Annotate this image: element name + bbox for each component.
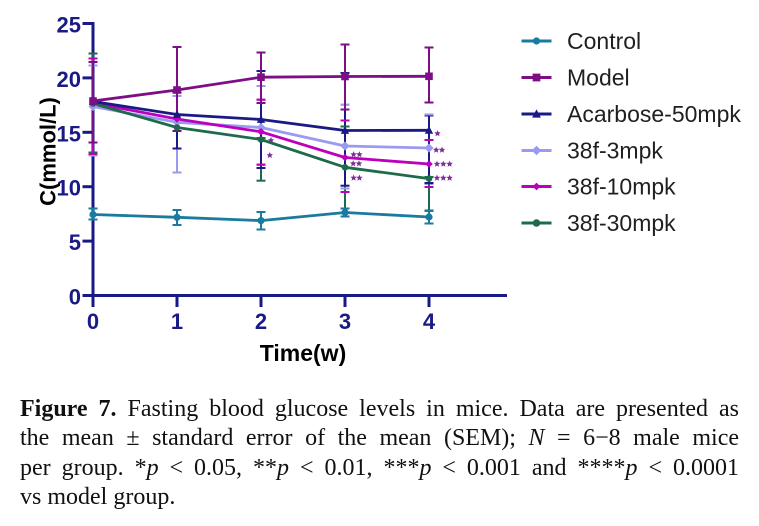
svg-text:0: 0 bbox=[69, 285, 81, 310]
svg-text:38f-30mpk: 38f-30mpk bbox=[567, 210, 676, 236]
svg-text:38f-3mpk: 38f-3mpk bbox=[567, 138, 663, 164]
svg-text:38f-10mpk: 38f-10mpk bbox=[567, 174, 676, 200]
svg-text:5: 5 bbox=[69, 230, 81, 255]
svg-text:2: 2 bbox=[255, 309, 267, 334]
svg-text:Acarbose-50mpk: Acarbose-50mpk bbox=[567, 101, 741, 127]
svg-text:10: 10 bbox=[57, 176, 81, 201]
svg-text:0: 0 bbox=[87, 309, 99, 334]
svg-text:C(mmol/L): C(mmol/L) bbox=[36, 97, 61, 206]
svg-text:20: 20 bbox=[57, 67, 81, 92]
svg-text:1: 1 bbox=[171, 309, 183, 334]
svg-text:4: 4 bbox=[423, 309, 436, 334]
svg-text:Model: Model bbox=[567, 65, 630, 91]
svg-text:Control: Control bbox=[567, 28, 641, 54]
svg-text:3: 3 bbox=[339, 309, 351, 334]
svg-text:15: 15 bbox=[57, 121, 81, 146]
svg-text:Time(w): Time(w) bbox=[260, 340, 346, 366]
svg-text:25: 25 bbox=[57, 13, 81, 38]
